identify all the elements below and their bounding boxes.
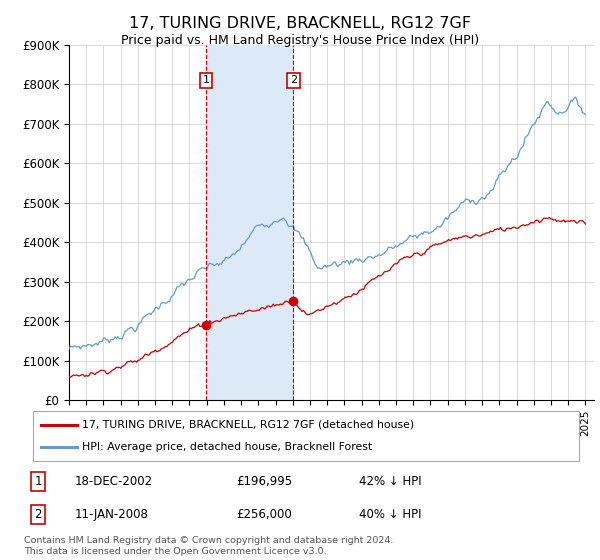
Text: 17, TURING DRIVE, BRACKNELL, RG12 7GF (detached house): 17, TURING DRIVE, BRACKNELL, RG12 7GF (d…: [82, 419, 415, 430]
Text: Price paid vs. HM Land Registry's House Price Index (HPI): Price paid vs. HM Land Registry's House …: [121, 34, 479, 46]
Text: 1: 1: [203, 76, 209, 85]
Text: 42% ↓ HPI: 42% ↓ HPI: [359, 475, 421, 488]
Text: 17, TURING DRIVE, BRACKNELL, RG12 7GF: 17, TURING DRIVE, BRACKNELL, RG12 7GF: [129, 16, 471, 31]
Text: HPI: Average price, detached house, Bracknell Forest: HPI: Average price, detached house, Brac…: [82, 442, 373, 452]
Text: 2: 2: [34, 508, 42, 521]
Text: £256,000: £256,000: [236, 508, 292, 521]
Text: 40% ↓ HPI: 40% ↓ HPI: [359, 508, 421, 521]
Text: £196,995: £196,995: [236, 475, 292, 488]
FancyBboxPatch shape: [33, 411, 579, 461]
Text: 18-DEC-2002: 18-DEC-2002: [74, 475, 152, 488]
Text: 11-JAN-2008: 11-JAN-2008: [74, 508, 148, 521]
Bar: [206, 45, 293, 400]
Text: 1: 1: [34, 475, 42, 488]
Text: Contains HM Land Registry data © Crown copyright and database right 2024.
This d: Contains HM Land Registry data © Crown c…: [24, 536, 394, 556]
Text: 2: 2: [290, 76, 297, 85]
